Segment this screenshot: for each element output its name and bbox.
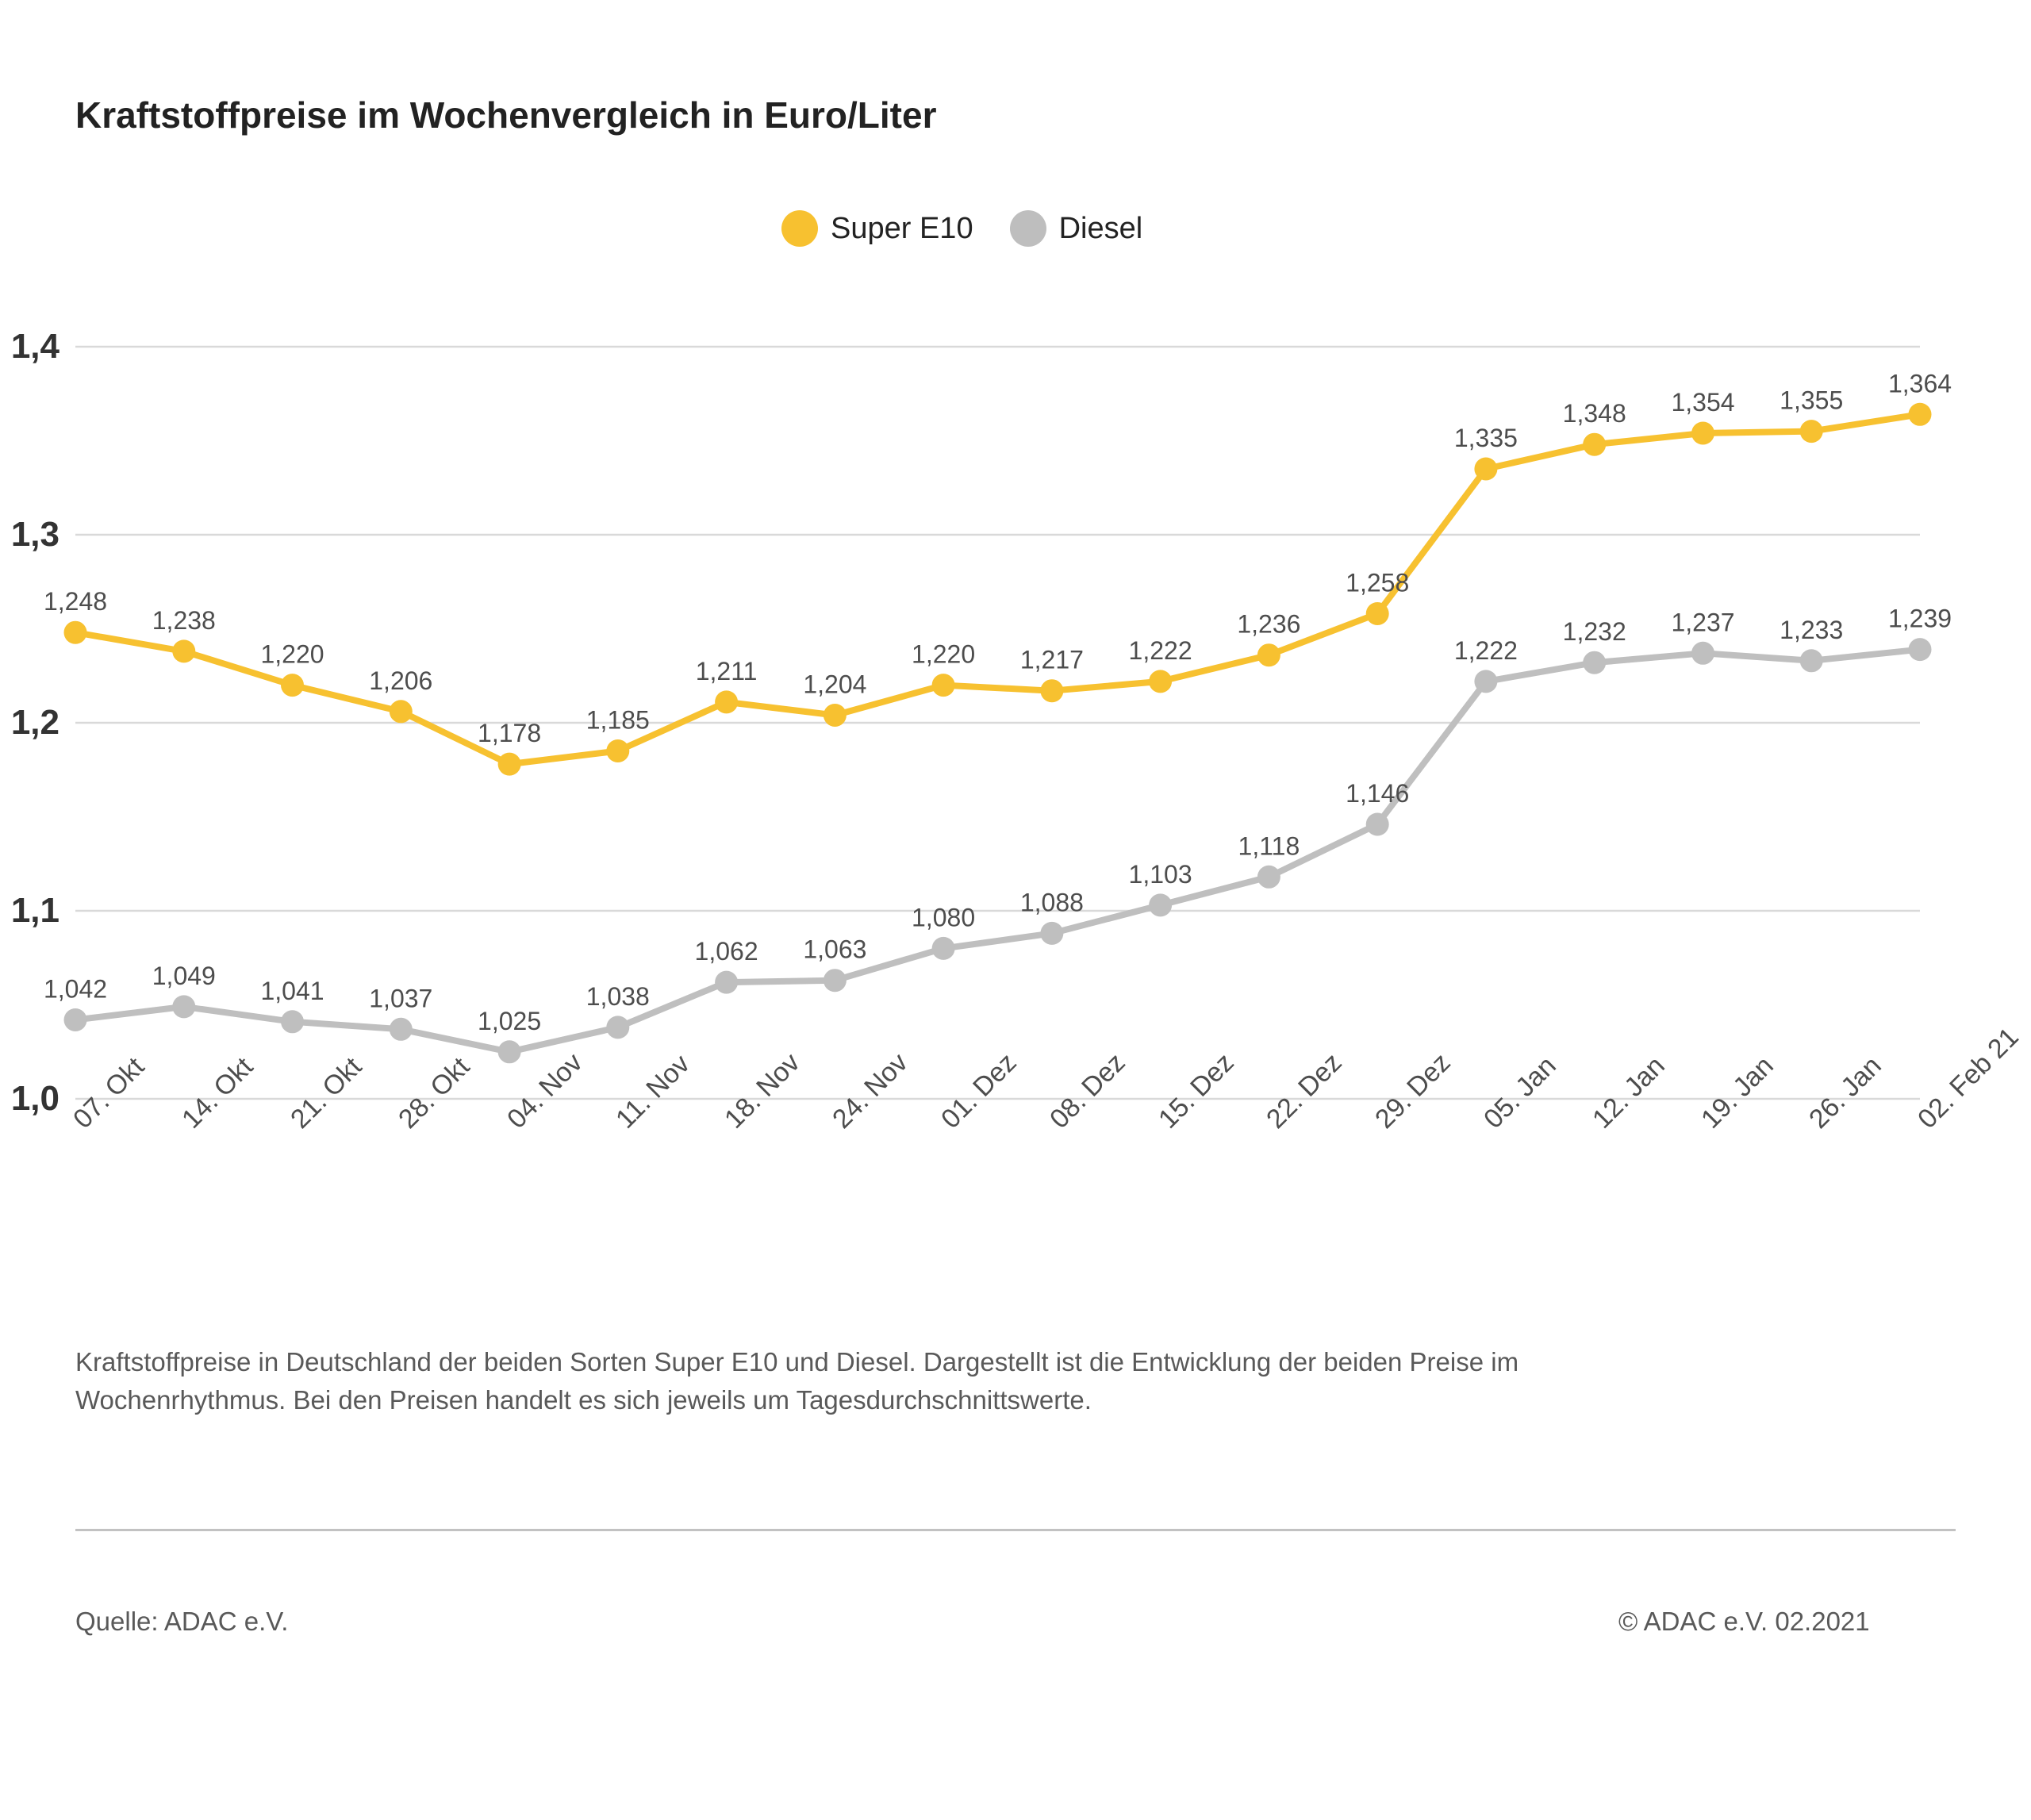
svg-text:1,080: 1,080 bbox=[912, 903, 975, 931]
svg-text:1,0: 1,0 bbox=[11, 1079, 60, 1118]
svg-text:1,042: 1,042 bbox=[44, 975, 107, 1004]
svg-text:1,049: 1,049 bbox=[152, 962, 216, 990]
svg-text:1,103: 1,103 bbox=[1129, 860, 1192, 889]
svg-text:1,238: 1,238 bbox=[152, 606, 216, 635]
svg-text:1,258: 1,258 bbox=[1346, 569, 1409, 597]
svg-text:1,025: 1,025 bbox=[478, 1007, 541, 1035]
svg-text:1,355: 1,355 bbox=[1780, 386, 1843, 415]
svg-text:1,038: 1,038 bbox=[586, 982, 650, 1011]
svg-text:1,037: 1,037 bbox=[369, 984, 432, 1012]
svg-text:1,4: 1,4 bbox=[11, 327, 60, 366]
svg-text:1,237: 1,237 bbox=[1671, 608, 1734, 636]
svg-text:1,217: 1,217 bbox=[1020, 646, 1084, 674]
svg-text:1,2: 1,2 bbox=[11, 703, 60, 742]
svg-text:1,233: 1,233 bbox=[1780, 616, 1843, 644]
svg-text:1,222: 1,222 bbox=[1454, 636, 1518, 665]
svg-text:1,206: 1,206 bbox=[369, 666, 432, 695]
svg-text:1,354: 1,354 bbox=[1671, 388, 1734, 417]
svg-text:1,118: 1,118 bbox=[1238, 831, 1300, 860]
svg-text:1,220: 1,220 bbox=[260, 640, 324, 669]
svg-text:1,146: 1,146 bbox=[1346, 779, 1409, 808]
svg-text:1,335: 1,335 bbox=[1454, 424, 1518, 452]
svg-text:1,185: 1,185 bbox=[586, 706, 650, 735]
svg-text:1,3: 1,3 bbox=[11, 515, 60, 554]
svg-text:1,204: 1,204 bbox=[803, 670, 866, 699]
svg-text:1,236: 1,236 bbox=[1237, 610, 1300, 639]
svg-text:1,239: 1,239 bbox=[1888, 605, 1952, 633]
svg-text:1,1: 1,1 bbox=[11, 891, 60, 930]
svg-text:1,364: 1,364 bbox=[1888, 369, 1952, 397]
svg-text:1,211: 1,211 bbox=[696, 657, 758, 685]
svg-text:1,178: 1,178 bbox=[478, 719, 541, 747]
svg-text:1,063: 1,063 bbox=[803, 935, 866, 964]
svg-text:1,041: 1,041 bbox=[260, 977, 324, 1005]
svg-text:1,222: 1,222 bbox=[1129, 636, 1192, 665]
svg-text:1,348: 1,348 bbox=[1563, 399, 1626, 428]
svg-text:1,232: 1,232 bbox=[1563, 617, 1626, 646]
svg-text:1,088: 1,088 bbox=[1020, 888, 1084, 916]
svg-text:1,062: 1,062 bbox=[695, 937, 758, 966]
svg-text:1,220: 1,220 bbox=[912, 640, 975, 669]
svg-text:1,248: 1,248 bbox=[44, 587, 107, 616]
